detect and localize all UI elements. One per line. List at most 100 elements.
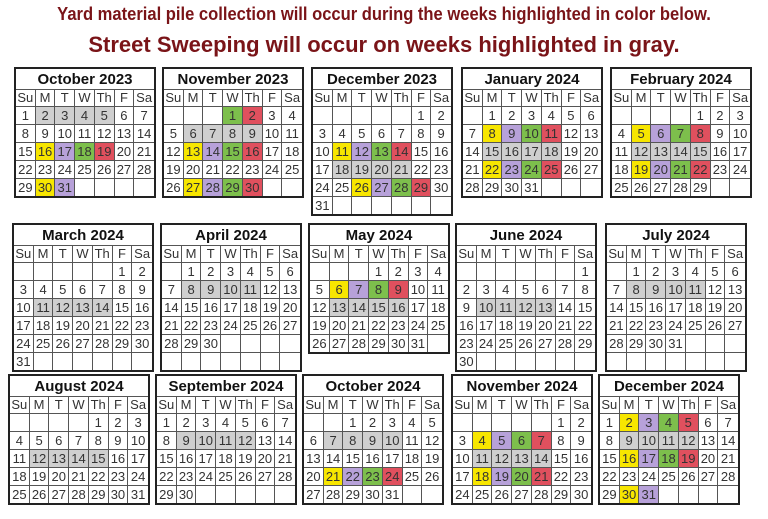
day-cell-gray: 14 — [531, 450, 552, 468]
day-cell-yellow: 19 — [631, 161, 652, 179]
weekday-header: W — [221, 246, 241, 263]
day-cell: 1 — [575, 263, 595, 281]
day-cell: 7 — [718, 414, 738, 432]
day-cell: 23 — [646, 317, 667, 335]
day-cell-yellow: 16 — [619, 450, 640, 468]
weekday-header: F — [411, 90, 432, 107]
day-cell: 18 — [612, 161, 632, 179]
month-calendar: May 2024 Su M T W Th F Sa 1 2 3 4 5 6 7 8 9 10 11 12 13 14 15 1… — [308, 223, 450, 354]
day-cell: 10 — [408, 281, 429, 299]
day-cell: 25 — [496, 335, 517, 353]
day-cell: 10 — [313, 143, 333, 161]
day-cell: 15 — [626, 299, 647, 317]
day-cell: 18 — [496, 317, 517, 335]
empty-cell — [33, 263, 54, 281]
day-grid: Su M T W Th F Sa 1 2 3 4 5 6 7 8 9 10 11 12 13 14 15 16 17 18 19 2… — [14, 246, 152, 370]
empty-cell — [659, 486, 679, 503]
day-cell: 2 — [646, 263, 667, 281]
day-cell: 10 — [14, 299, 34, 317]
day-cell: 22 — [112, 317, 133, 335]
month-calendar: December 2024 Su M T W Th F Sa 1 2 3 4 5 6 7 8 9 10 11 12 13… — [598, 374, 740, 505]
empty-cell — [646, 353, 667, 370]
day-cell: 30 — [457, 353, 477, 370]
month-title: November 2024 — [453, 376, 591, 397]
day-cell: 6 — [49, 432, 70, 450]
weekday-header: Su — [457, 246, 477, 263]
day-cell-purple: 17 — [55, 143, 76, 161]
weekday-header: Th — [94, 90, 115, 107]
weekday-header: Su — [310, 246, 330, 263]
day-cell: 12 — [94, 125, 115, 143]
day-cell-red: 21 — [531, 468, 552, 486]
day-cell: 15 — [157, 450, 177, 468]
day-cell: 21 — [718, 450, 738, 468]
day-cell: 26 — [235, 468, 256, 486]
day-cell-gray: 9 — [646, 281, 667, 299]
empty-cell — [492, 414, 513, 432]
weekday-header: F — [698, 397, 719, 414]
day-cell: 18 — [216, 450, 236, 468]
day-cell: 20 — [183, 161, 204, 179]
empty-cell — [115, 179, 135, 196]
weekday-header: M — [323, 397, 344, 414]
day-cell-green: 10 — [522, 125, 542, 143]
day-cell: 4 — [541, 107, 562, 125]
weekday-header: T — [343, 397, 364, 414]
day-cell-green: 21 — [671, 161, 691, 179]
day-cell: 29 — [89, 486, 109, 503]
weekday-header: T — [55, 90, 76, 107]
day-cell: 24 — [639, 468, 660, 486]
empty-cell — [542, 179, 562, 196]
weekday-header: Su — [304, 397, 324, 414]
day-cell: 14 — [134, 125, 154, 143]
day-cell-gray: 8 — [181, 281, 202, 299]
weekday-header: Su — [164, 90, 184, 107]
weekday-header: Th — [531, 397, 552, 414]
day-cell: 31 — [383, 486, 403, 503]
day-cell: 10 — [730, 125, 750, 143]
weekday-header: Su — [453, 397, 473, 414]
day-cell-green: 8 — [369, 281, 389, 299]
day-cell: 9 — [710, 125, 731, 143]
empty-cell — [92, 263, 113, 281]
day-cell-red: 9 — [388, 281, 409, 299]
day-cell: 25 — [33, 335, 54, 353]
day-cell: 30 — [177, 486, 197, 503]
day-cell: 7 — [391, 125, 412, 143]
day-cell-purple: 3 — [639, 414, 660, 432]
day-cell: 6 — [280, 263, 300, 281]
weekday-header: T — [502, 90, 523, 107]
day-cell: 27 — [114, 161, 135, 179]
month-title: December 2023 — [313, 69, 451, 90]
day-cell-gray: 9 — [619, 432, 640, 450]
day-cell: 23 — [132, 317, 152, 335]
day-cell: 29 — [343, 486, 364, 503]
day-cell: 26 — [516, 335, 536, 353]
yard-collection-notice: Yard material pile collection will occur… — [57, 4, 711, 24]
weekday-header: M — [329, 246, 350, 263]
weekday-header: F — [408, 246, 429, 263]
day-cell: 19 — [260, 299, 281, 317]
day-cell: 22 — [626, 317, 647, 335]
day-cell-gray: 12 — [492, 450, 513, 468]
day-cell: 8 — [551, 432, 572, 450]
empty-cell — [280, 335, 300, 353]
day-cell: 28 — [275, 468, 295, 486]
day-cell: 26 — [492, 486, 513, 503]
day-cell: 27 — [698, 468, 719, 486]
day-cell: 9 — [108, 432, 129, 450]
day-cell-purple: 17 — [639, 450, 660, 468]
day-cell: 2 — [132, 263, 152, 281]
weekday-header: T — [196, 397, 217, 414]
day-cell: 17 — [196, 450, 217, 468]
day-cell: 29 — [691, 179, 711, 196]
day-cell-purple: 5 — [492, 432, 513, 450]
day-cell-green: 29 — [223, 179, 243, 196]
empty-cell — [403, 486, 423, 503]
day-cell-yellow: 22 — [482, 161, 503, 179]
day-cell: 27 — [535, 335, 556, 353]
day-cell-gray: 12 — [678, 432, 699, 450]
day-cell: 17 — [14, 317, 34, 335]
month-title: March 2024 — [14, 225, 152, 246]
day-cell: 6 — [114, 107, 135, 125]
